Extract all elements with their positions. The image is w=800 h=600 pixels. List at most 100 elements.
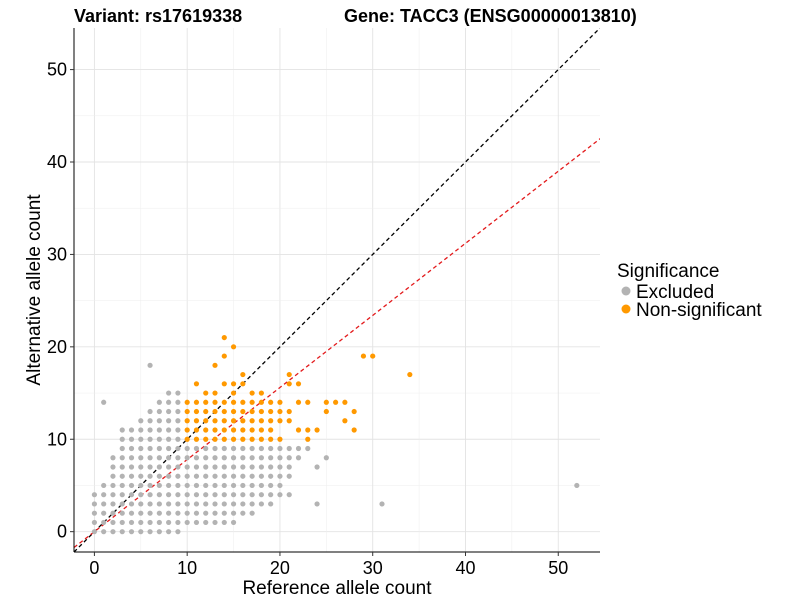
point-excluded — [166, 455, 172, 461]
point-excluded — [101, 501, 107, 507]
point-excluded — [286, 445, 292, 452]
point-excluded — [240, 510, 246, 516]
point-non-significant — [212, 418, 218, 424]
point-excluded — [184, 464, 190, 470]
point-non-significant — [258, 436, 264, 442]
point-non-significant — [249, 390, 255, 396]
point-excluded — [147, 427, 153, 433]
point-excluded — [119, 492, 125, 498]
point-excluded — [268, 445, 274, 452]
point-excluded — [203, 445, 209, 452]
point-excluded — [119, 519, 125, 526]
x-tick-label: 50 — [548, 558, 568, 578]
point-non-significant — [240, 408, 246, 415]
point-excluded — [128, 464, 135, 470]
point-excluded — [156, 519, 162, 526]
point-excluded — [277, 445, 283, 452]
point-excluded — [156, 427, 162, 433]
point-non-significant — [258, 390, 264, 396]
point-non-significant — [351, 427, 357, 433]
point-non-significant — [221, 418, 227, 424]
point-excluded — [221, 445, 227, 452]
point-excluded — [249, 482, 255, 489]
point-excluded — [203, 519, 209, 526]
point-non-significant — [342, 418, 348, 424]
point-excluded — [138, 529, 144, 535]
point-excluded — [147, 473, 153, 479]
point-excluded — [138, 464, 144, 470]
point-non-significant — [323, 399, 329, 405]
point-non-significant — [221, 436, 227, 442]
point-non-significant — [240, 436, 246, 442]
point-excluded — [286, 492, 292, 498]
point-non-significant — [295, 399, 302, 405]
point-non-significant — [314, 427, 320, 433]
point-non-significant — [184, 436, 190, 442]
point-excluded — [147, 408, 153, 415]
point-non-significant — [203, 390, 209, 396]
point-excluded — [138, 445, 144, 452]
point-excluded — [221, 501, 227, 507]
point-excluded — [138, 492, 144, 498]
point-excluded — [166, 529, 172, 535]
point-non-significant — [286, 408, 292, 415]
point-excluded — [166, 519, 172, 526]
point-excluded — [91, 492, 98, 498]
point-excluded — [138, 519, 144, 526]
point-excluded — [101, 492, 107, 498]
point-excluded — [156, 436, 162, 442]
point-non-significant — [193, 418, 200, 424]
point-excluded — [230, 473, 237, 479]
point-non-significant — [212, 436, 218, 442]
point-excluded — [156, 464, 162, 470]
point-excluded — [147, 519, 153, 526]
point-excluded — [277, 482, 283, 489]
point-excluded — [119, 529, 125, 535]
point-excluded — [156, 399, 162, 405]
variant-title: Variant: rs17619338 — [74, 6, 242, 26]
point-non-significant — [230, 408, 237, 415]
point-non-significant — [230, 344, 237, 350]
point-excluded — [193, 501, 200, 507]
point-excluded — [119, 455, 125, 461]
point-excluded — [175, 418, 181, 424]
point-excluded — [119, 482, 125, 489]
point-non-significant — [258, 399, 264, 405]
point-non-significant — [258, 418, 264, 424]
point-non-significant — [203, 427, 209, 433]
point-excluded — [166, 445, 172, 452]
point-excluded — [184, 473, 190, 479]
point-excluded — [119, 436, 125, 442]
point-excluded — [156, 510, 162, 516]
point-excluded — [166, 427, 172, 433]
point-excluded — [175, 399, 181, 405]
point-excluded — [203, 482, 209, 489]
point-excluded — [268, 482, 274, 489]
point-non-significant — [286, 371, 292, 378]
point-excluded — [166, 390, 172, 396]
x-axis-title: Reference allele count — [242, 578, 432, 599]
point-excluded — [184, 510, 190, 516]
point-excluded — [128, 519, 135, 526]
point-excluded — [119, 510, 125, 516]
point-excluded — [138, 482, 144, 489]
point-excluded — [147, 436, 153, 442]
y-axis-ticks: 0 10 20 30 40 50 — [47, 60, 74, 542]
point-excluded — [249, 510, 255, 516]
point-non-significant — [221, 408, 227, 415]
point-excluded — [128, 529, 135, 535]
point-excluded — [258, 445, 264, 452]
point-excluded — [156, 455, 162, 461]
point-excluded — [128, 455, 135, 461]
point-excluded — [128, 445, 135, 452]
point-excluded — [156, 473, 162, 479]
point-excluded — [156, 408, 162, 415]
point-non-significant — [268, 436, 274, 442]
point-non-significant — [277, 408, 283, 415]
point-non-significant — [305, 427, 311, 433]
point-excluded — [230, 510, 237, 516]
x-axis-ticks: 0 10 20 30 40 50 — [89, 552, 568, 578]
point-excluded — [212, 519, 218, 526]
point-excluded — [91, 529, 98, 535]
point-excluded — [175, 408, 181, 415]
